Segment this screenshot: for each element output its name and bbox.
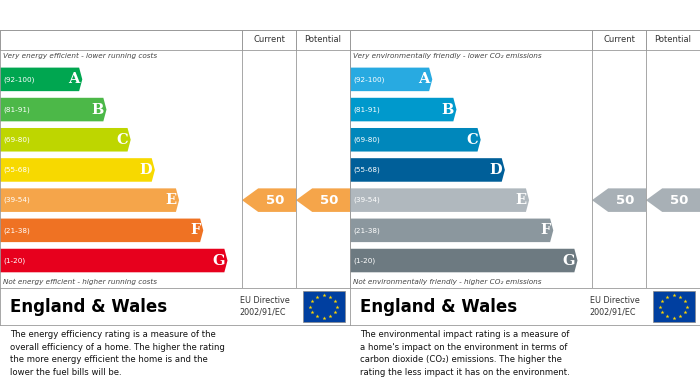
Text: E: E (515, 193, 526, 207)
Polygon shape (0, 128, 131, 152)
Text: 50: 50 (266, 194, 285, 207)
Text: 50: 50 (616, 194, 635, 207)
Text: (21-38): (21-38) (353, 227, 380, 233)
Polygon shape (0, 249, 228, 272)
Text: (21-38): (21-38) (3, 227, 30, 233)
Text: C: C (467, 133, 478, 147)
Polygon shape (350, 188, 529, 212)
Text: The environmental impact rating is a measure of
a home's impact on the environme: The environmental impact rating is a mea… (360, 330, 570, 377)
Text: Very environmentally friendly - lower CO₂ emissions: Very environmentally friendly - lower CO… (353, 53, 542, 59)
Text: Energy Efficiency Rating: Energy Efficiency Rating (8, 9, 172, 22)
Text: (81-91): (81-91) (3, 106, 30, 113)
Text: England & Wales: England & Wales (360, 298, 517, 316)
Text: B: B (442, 102, 454, 117)
Polygon shape (350, 128, 481, 152)
Text: G: G (213, 253, 225, 267)
Text: (92-100): (92-100) (3, 76, 34, 83)
Text: (81-91): (81-91) (353, 106, 380, 113)
Polygon shape (0, 188, 179, 212)
Polygon shape (350, 68, 433, 91)
Text: D: D (490, 163, 503, 177)
Text: 50: 50 (671, 194, 689, 207)
Text: (92-100): (92-100) (353, 76, 384, 83)
Polygon shape (296, 188, 350, 212)
Text: (69-80): (69-80) (3, 136, 30, 143)
Text: A: A (419, 72, 430, 86)
Text: Very energy efficient - lower running costs: Very energy efficient - lower running co… (3, 53, 157, 59)
Text: England & Wales: England & Wales (10, 298, 167, 316)
Text: 50: 50 (321, 194, 339, 207)
Text: Environmental Impact (CO₂) Rating: Environmental Impact (CO₂) Rating (358, 9, 591, 22)
Text: Not environmentally friendly - higher CO₂ emissions: Not environmentally friendly - higher CO… (353, 279, 541, 285)
Text: (1-20): (1-20) (3, 257, 25, 264)
Polygon shape (350, 158, 505, 182)
Text: (39-54): (39-54) (3, 197, 30, 203)
Polygon shape (0, 98, 106, 121)
Text: The energy efficiency rating is a measure of the
overall efficiency of a home. T: The energy efficiency rating is a measur… (10, 330, 225, 377)
Text: EU Directive
2002/91/EC: EU Directive 2002/91/EC (589, 296, 640, 317)
Polygon shape (0, 158, 155, 182)
Text: (55-68): (55-68) (353, 167, 380, 173)
Text: (39-54): (39-54) (353, 197, 380, 203)
Text: Potential: Potential (654, 36, 692, 45)
Polygon shape (0, 68, 83, 91)
Polygon shape (646, 188, 700, 212)
Text: Current: Current (603, 36, 635, 45)
Text: Current: Current (253, 36, 285, 45)
Text: G: G (563, 253, 575, 267)
Text: (55-68): (55-68) (3, 167, 30, 173)
Polygon shape (350, 98, 456, 121)
Text: C: C (117, 133, 128, 147)
Text: (69-80): (69-80) (353, 136, 380, 143)
Polygon shape (242, 188, 296, 212)
Text: F: F (190, 223, 201, 237)
Polygon shape (0, 219, 203, 242)
Text: A: A (69, 72, 80, 86)
FancyBboxPatch shape (302, 291, 344, 322)
Text: Not energy efficient - higher running costs: Not energy efficient - higher running co… (3, 279, 157, 285)
Text: Potential: Potential (304, 36, 342, 45)
Text: EU Directive
2002/91/EC: EU Directive 2002/91/EC (239, 296, 290, 317)
Text: B: B (92, 102, 104, 117)
Text: (1-20): (1-20) (353, 257, 375, 264)
Polygon shape (350, 249, 578, 272)
FancyBboxPatch shape (652, 291, 694, 322)
Text: F: F (540, 223, 551, 237)
Polygon shape (592, 188, 646, 212)
Text: E: E (165, 193, 176, 207)
Text: D: D (140, 163, 153, 177)
Polygon shape (350, 219, 553, 242)
